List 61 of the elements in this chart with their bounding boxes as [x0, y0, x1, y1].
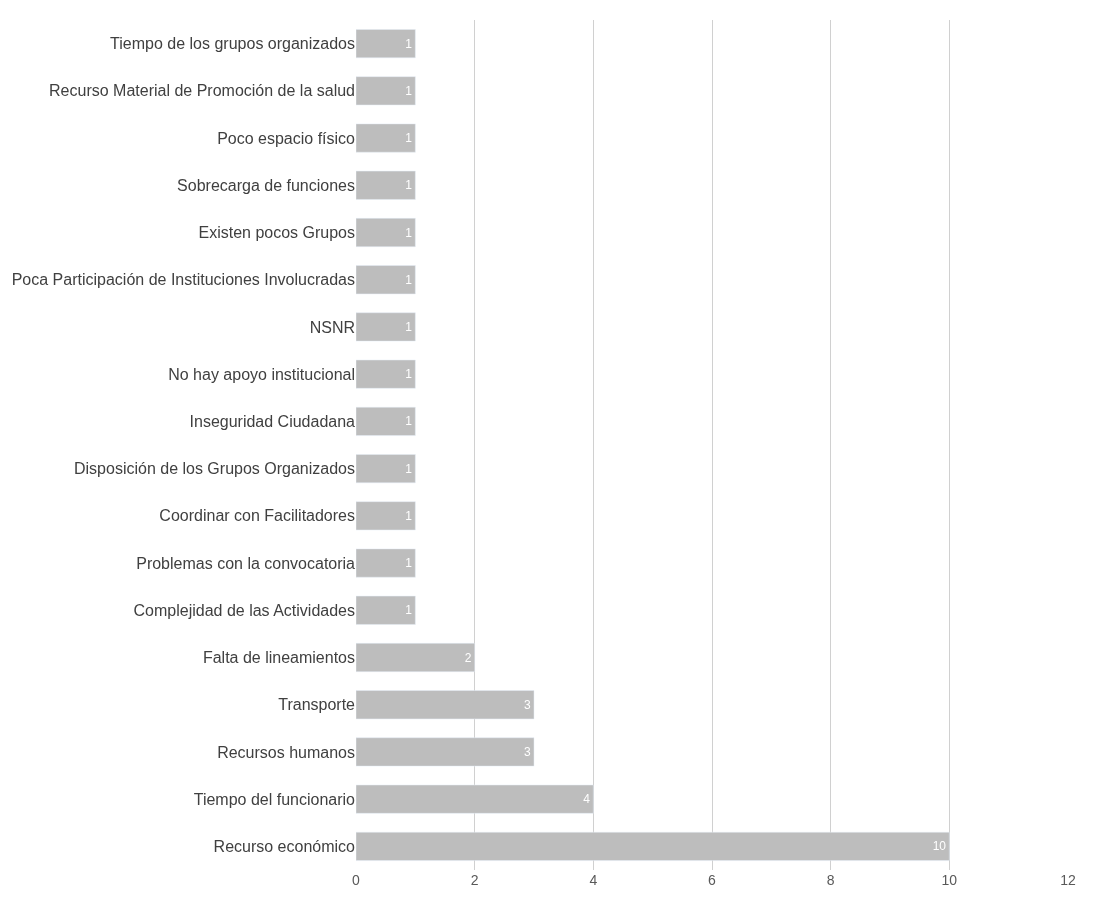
data-label: 2 — [464, 650, 472, 665]
y-tick-label: Inseguridad Ciudadana — [189, 412, 356, 430]
y-tick-label: Recursos humanos — [217, 743, 355, 761]
x-tick-label: 0 — [352, 872, 361, 888]
bar — [356, 548, 416, 578]
bar — [356, 690, 535, 720]
bar — [356, 501, 416, 531]
data-label: 1 — [405, 225, 413, 240]
data-label: 1 — [405, 178, 413, 193]
bar — [356, 123, 416, 153]
data-label: 1 — [405, 461, 413, 476]
y-tick-label: Disposición de los Grupos Organizados — [73, 460, 355, 478]
y-tick-label: Tiempo del funcionario — [193, 790, 356, 808]
data-label: 1 — [405, 414, 413, 429]
y-tick-label: Complejidad de las Actividades — [133, 601, 355, 619]
data-label: 1 — [405, 556, 413, 571]
bar — [356, 595, 416, 625]
y-tick-label: Poco espacio físico — [217, 129, 356, 147]
bar — [356, 406, 416, 436]
bar — [356, 784, 594, 814]
data-label: 1 — [405, 83, 413, 98]
bar — [356, 737, 535, 767]
x-tick-label: 10 — [941, 872, 958, 888]
bar — [356, 312, 416, 342]
data-label: 3 — [524, 744, 531, 759]
data-label: 3 — [524, 697, 531, 712]
y-tick-label: NSNR — [309, 318, 355, 336]
bar — [356, 831, 950, 861]
bar — [356, 265, 416, 295]
y-tick-label: Coordinar con Facilitadores — [159, 507, 355, 525]
x-tick-label: 4 — [589, 872, 598, 888]
bar — [356, 76, 416, 106]
data-label: 1 — [405, 319, 413, 334]
bar — [356, 29, 416, 59]
y-tick-label: Recurso Material de Promoción de la salud — [49, 82, 355, 100]
y-tick-label: Tiempo de los grupos organizados — [110, 35, 355, 53]
data-label: 1 — [405, 367, 413, 382]
data-label: 1 — [405, 36, 413, 51]
y-tick-label: Recurso económico — [213, 837, 356, 855]
data-label: 10 — [932, 839, 947, 854]
x-tick-label: 2 — [470, 872, 479, 888]
data-label: 1 — [405, 272, 413, 287]
data-label: 1 — [405, 508, 413, 523]
y-tick-label: Problemas con la convocatoria — [136, 554, 356, 572]
y-tick-label: Transporte — [278, 696, 356, 714]
data-label: 1 — [405, 131, 413, 146]
bar — [356, 643, 475, 672]
y-tick-label: Falta de lineamientos — [202, 649, 355, 667]
data-label: 4 — [583, 792, 591, 807]
y-tick-label: Existen pocos Grupos — [198, 224, 355, 242]
data-label: 1 — [405, 603, 413, 618]
bar — [356, 359, 416, 389]
x-tick-label: 12 — [1060, 872, 1076, 888]
bar — [356, 218, 416, 247]
x-tick-label: 6 — [708, 872, 717, 888]
y-tick-label: No hay apoyo institucional — [168, 365, 355, 383]
bar — [356, 170, 416, 200]
y-tick-label: Poca Participación de Instituciones Involucradas — [11, 271, 355, 289]
bar — [356, 454, 416, 484]
y-tick-label: Sobrecarga de funciones — [177, 176, 355, 194]
x-tick-label: 8 — [826, 872, 835, 888]
